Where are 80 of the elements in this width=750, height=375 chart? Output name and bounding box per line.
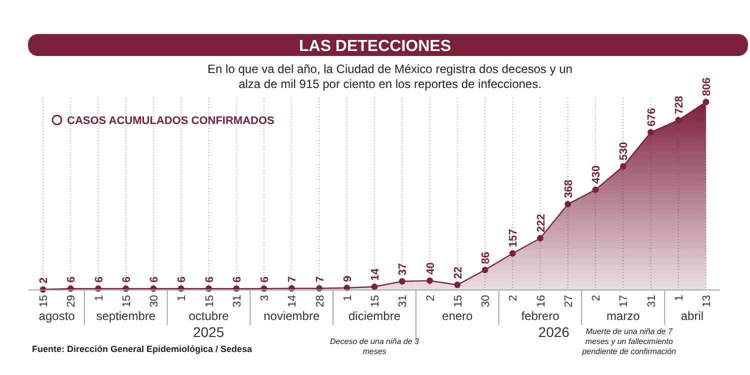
text: septiembre xyxy=(96,309,156,323)
data-label: 368 xyxy=(562,180,575,198)
point xyxy=(537,235,544,242)
x-tick-label: 16 xyxy=(535,295,548,308)
data-label: 2 xyxy=(38,277,50,284)
x-tick-label: 15 xyxy=(38,295,50,308)
x-tick-label: 31 xyxy=(646,295,658,308)
data-label: 222 xyxy=(535,214,548,232)
point xyxy=(426,277,433,284)
point xyxy=(564,200,572,208)
x-tick-label: 13 xyxy=(701,295,713,308)
data-label: 6 xyxy=(148,276,160,283)
data-label: 157 xyxy=(508,229,520,248)
point xyxy=(675,116,682,124)
x-tick-label: 1 xyxy=(342,295,354,302)
text: enero xyxy=(442,309,474,323)
x-tick-label: 15 xyxy=(204,295,216,308)
text: Muerte de una niña de 7 meses y un fallecimiento pendiente de confirmación xyxy=(581,327,677,356)
data-label: 806 xyxy=(701,78,713,96)
x-tick-label: 1 xyxy=(673,295,686,302)
x-tick-label: 15 xyxy=(452,295,464,308)
x-tick-label: 1 xyxy=(176,295,188,302)
x-tick-label: 31 xyxy=(397,295,410,308)
x-tick-label: 2 xyxy=(508,295,520,302)
x-tick-label: 27 xyxy=(562,295,575,308)
chart-subtitle: En lo que va del año, la Ciudad de México registra dos decesos y un alza de mil 915 por ciento en los reportes de infecciones. xyxy=(208,62,572,91)
data-label: 728 xyxy=(673,96,686,114)
data-label: 7 xyxy=(286,276,299,282)
point xyxy=(509,250,516,257)
text: noviembre xyxy=(264,309,320,323)
point xyxy=(371,284,378,290)
text: 2025 xyxy=(192,324,224,340)
text: marzo xyxy=(606,309,640,323)
x-tick-label: 14 xyxy=(286,295,299,308)
data-label: 7 xyxy=(314,276,326,282)
point xyxy=(398,278,406,285)
data-label: 86 xyxy=(480,252,492,264)
x-tick-label: 15 xyxy=(120,295,133,308)
x-tick-label: 1 xyxy=(93,295,106,302)
x-tick-label: 2 xyxy=(424,295,437,302)
point xyxy=(702,98,710,106)
point xyxy=(620,163,626,170)
chart-title: LAS DETECCIONES xyxy=(298,38,452,55)
data-label: 6 xyxy=(231,276,244,283)
x-tick-label: 30 xyxy=(480,295,492,308)
point xyxy=(648,129,654,136)
x-tick-label: 31 xyxy=(231,295,244,308)
source-note: Fuente: Dirección General Epidemiológica / Sedesa xyxy=(32,344,254,354)
x-tick-label: 2 xyxy=(590,295,602,302)
x-tick-label: 29 xyxy=(66,295,78,308)
x-tick-label: 3 xyxy=(259,295,271,302)
x-tick-label: 28 xyxy=(314,295,326,308)
point xyxy=(592,186,599,193)
point xyxy=(482,266,488,274)
x-tick-label: 15 xyxy=(370,295,382,308)
text: Deceso de una niña de 3 meses xyxy=(330,337,420,356)
data-label: 9 xyxy=(342,276,354,282)
text: agosto xyxy=(38,309,76,323)
data-label: 14 xyxy=(370,268,382,281)
x-tick-label: 17 xyxy=(618,295,630,308)
data-label: 6 xyxy=(66,276,78,283)
text: octubre xyxy=(188,309,230,323)
text: diciembre xyxy=(348,309,401,323)
data-label: 37 xyxy=(397,263,410,276)
data-label: 40 xyxy=(424,262,437,275)
data-label: 22 xyxy=(452,266,464,279)
text: febrero xyxy=(521,309,560,323)
data-label: 676 xyxy=(646,108,658,126)
text: abril xyxy=(680,309,704,323)
data-label: 6 xyxy=(259,276,271,283)
legend-label: CASOS ACUMULADOS CONFIRMADOS xyxy=(67,115,274,127)
data-label: 6 xyxy=(120,276,133,283)
data-label: 530 xyxy=(618,142,630,160)
x-tick-label: 30 xyxy=(148,295,160,308)
data-label: 6 xyxy=(204,276,216,283)
data-label: 6 xyxy=(93,276,106,283)
point xyxy=(454,282,461,288)
text: 2026 xyxy=(538,324,570,340)
data-label: 6 xyxy=(176,276,188,283)
data-label: 430 xyxy=(590,165,602,184)
